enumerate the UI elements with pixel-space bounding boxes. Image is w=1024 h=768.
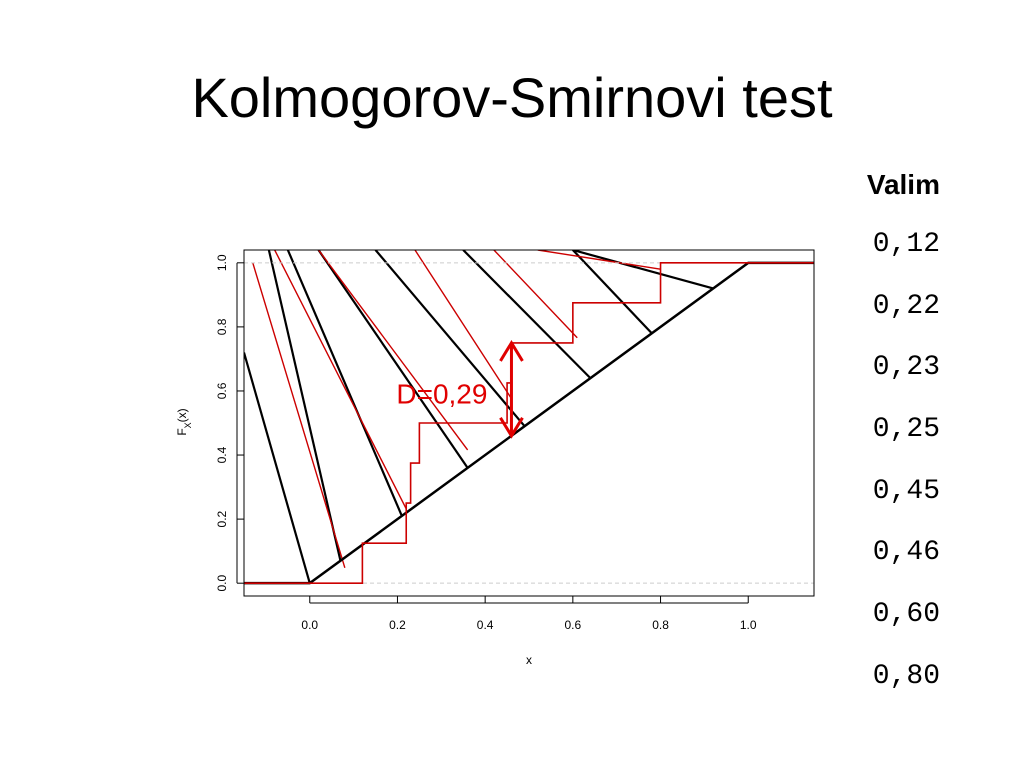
- d-arrow-head-top: [499, 340, 524, 362]
- fan-line-theoretical: [244, 352, 311, 584]
- fan-line-empirical: [493, 250, 578, 339]
- sample-value: 0,60: [872, 599, 940, 631]
- annotation-layer: D=0,29: [396, 340, 524, 439]
- slide-title: Kolmogorov-Smirnovi test: [191, 66, 833, 129]
- sample-value: 0,46: [872, 537, 940, 569]
- y-axis-label-main: F: [175, 428, 189, 435]
- fan-line-theoretical: [462, 250, 592, 379]
- y-tick-label: 0.2: [215, 510, 229, 527]
- y-axis-label-subscript: X: [183, 422, 193, 428]
- x-tick-label: 1.0: [740, 618, 757, 632]
- sample-value: 0,22: [872, 290, 940, 322]
- sample-panel: Valim 0,12 0,22 0,23 0,25 0,45 0,46 0,60…: [840, 168, 960, 691]
- y-axis-label: FX(x): [175, 408, 193, 435]
- y-axis-label-rest: (x): [175, 408, 189, 422]
- fan-line-theoretical: [286, 250, 403, 517]
- x-axis-label: x: [526, 653, 532, 667]
- plot-frame: [243, 249, 815, 597]
- empirical-cdf-step: [244, 262, 814, 584]
- sample-value: 0,45: [872, 475, 940, 507]
- sample-list: 0,12 0,22 0,23 0,25 0,45 0,46 0,60 0,80: [873, 230, 940, 724]
- fan-line-empirical: [537, 250, 661, 270]
- x-tick-label: 0.8: [652, 618, 669, 632]
- theoretical-cdf-line: [244, 261, 814, 585]
- fan-line-empirical: [252, 262, 346, 569]
- x-tick-label: 0.0: [301, 618, 318, 632]
- d-statistic-label: D=0,29: [396, 378, 487, 409]
- y-tick-label: 1.0: [215, 254, 229, 271]
- x-tick-label: 0.4: [477, 618, 494, 632]
- sample-value: 0,23: [872, 352, 940, 384]
- fan-line-theoretical: [572, 250, 653, 335]
- fan-line-empirical: [317, 250, 469, 451]
- d-arrow-head-bottom: [499, 417, 524, 439]
- y-tick-label: 0.8: [215, 318, 229, 335]
- fan-line-theoretical: [317, 250, 469, 469]
- fan-line-theoretical: [572, 250, 714, 290]
- sample-value: 0,80: [872, 660, 940, 692]
- sample-value: 0,12: [872, 229, 940, 260]
- x-tick-label: 0.6: [565, 618, 582, 632]
- fan-line-empirical: [274, 250, 407, 510]
- series-layer: [244, 261, 814, 585]
- y-tick-label: 0.4: [215, 446, 229, 463]
- fan-line-empirical: [414, 250, 513, 400]
- axes: 0.0 0.2 0.4 0.6 0.8 1.0 0.0 0.2 0.4 0.6 0.8 1.0: [215, 254, 757, 632]
- y-tick-label: 0.0: [215, 575, 229, 592]
- x-tick-label: 0.2: [389, 618, 406, 632]
- fan-lines: [244, 250, 714, 584]
- y-tick-label: 0.6: [215, 382, 229, 399]
- fan-line-theoretical: [267, 250, 342, 562]
- fan-line-theoretical: [374, 250, 526, 427]
- sample-heading: Valim: [866, 169, 940, 200]
- sample-value: 0,25: [872, 414, 940, 446]
